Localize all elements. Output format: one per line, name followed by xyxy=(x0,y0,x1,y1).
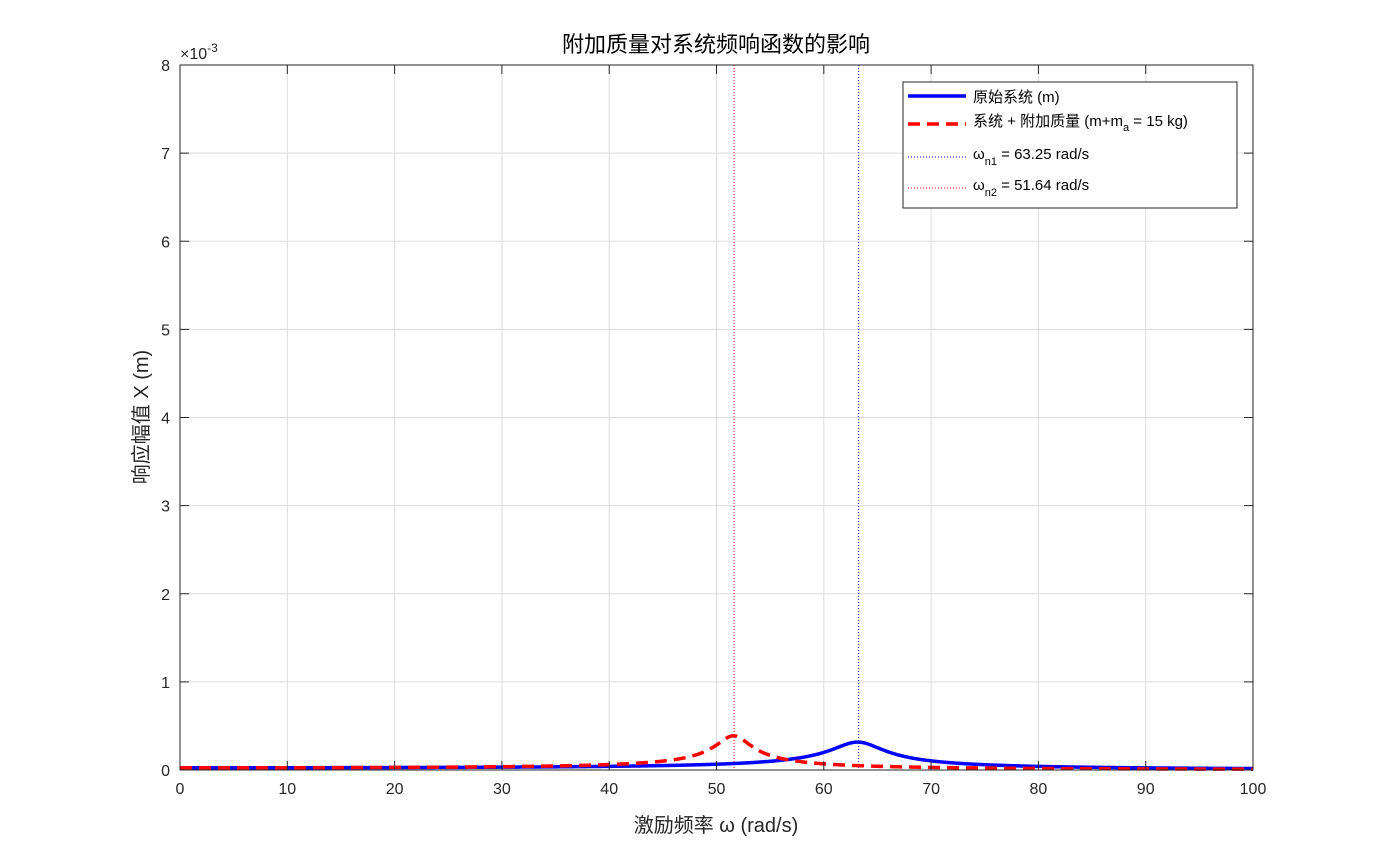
legend-label-wn2: ωn2 = 51.64 rad/s xyxy=(973,177,1089,199)
chart-title: 附加质量对系统频响函数的影响 xyxy=(562,32,870,57)
y-tick-label: 8 xyxy=(161,58,170,75)
x-tick-label: 60 xyxy=(815,781,833,798)
y-tick-label: 2 xyxy=(161,587,170,604)
x-tick-label: 80 xyxy=(1030,781,1048,798)
legend-wn1-tail: = 63.25 rad/s xyxy=(997,146,1089,163)
x-tick-label: 100 xyxy=(1240,781,1267,798)
y-exponent-power: -3 xyxy=(207,41,218,55)
y-tick-label: 4 xyxy=(161,411,170,428)
y-axis-label: 响应幅值 X (m) xyxy=(130,350,153,484)
legend-wn1-sub: n1 xyxy=(985,156,997,168)
x-tick-label: 70 xyxy=(922,781,940,798)
x-tick-label: 30 xyxy=(493,781,511,798)
y-tick-label: 1 xyxy=(161,675,170,692)
legend-added-mass-tail: = 15 kg) xyxy=(1129,113,1188,130)
legend-wn2-tail: = 51.64 rad/s xyxy=(997,177,1089,194)
y-axis-exponent: ×10-3 xyxy=(180,41,218,63)
y-tick-label: 5 xyxy=(161,322,170,339)
x-tick-label: 10 xyxy=(278,781,296,798)
x-axis-label: 激励频率 ω (rad/s) xyxy=(634,814,799,837)
y-tick-label: 7 xyxy=(161,146,170,163)
x-tick-label: 90 xyxy=(1137,781,1155,798)
legend-wn2-main: ω xyxy=(973,177,985,194)
x-tick-label: 40 xyxy=(600,781,618,798)
legend-added-mass-sub: a xyxy=(1123,122,1130,134)
series-line-2 xyxy=(179,734,1254,771)
legend-label-wn1: ωn1 = 63.25 rad/s xyxy=(973,146,1089,168)
x-tick-label: 50 xyxy=(708,781,726,798)
legend: 原始系统 (m) 系统 + 附加质量 (m+ma = 15 kg) ωn1 = … xyxy=(902,81,1238,209)
x-tick-label: 20 xyxy=(386,781,404,798)
legend-wn1-main: ω xyxy=(973,146,985,163)
x-tick-label: 0 xyxy=(176,781,185,798)
y-tick-label: 0 xyxy=(161,763,170,780)
axis-ticks: 0 10 20 30 40 50 60 70 80 90 100 0 1 2 3 4 5 6 7 8 xyxy=(161,58,1266,798)
legend-label-added-mass: 系统 + 附加质量 (m+ma = 15 kg) xyxy=(973,113,1188,134)
legend-label-original: 原始系统 (m) xyxy=(973,89,1060,106)
y-tick-label: 3 xyxy=(161,499,170,516)
y-exponent-base: ×10 xyxy=(180,46,207,63)
legend-box xyxy=(902,81,1238,209)
legend-wn2-sub: n2 xyxy=(985,187,997,199)
legend-added-mass-main: 系统 + 附加质量 (m+m xyxy=(973,113,1123,130)
y-tick-label: 6 xyxy=(161,234,170,251)
